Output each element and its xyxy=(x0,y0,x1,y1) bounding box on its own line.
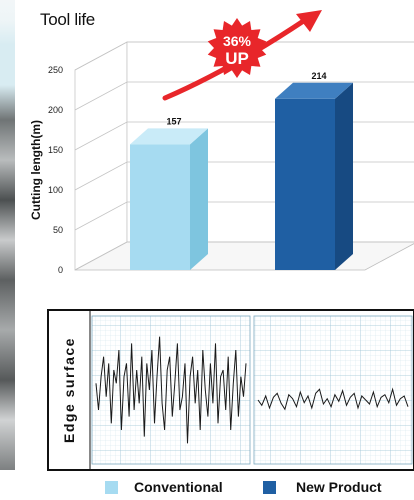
y-tick-label: 50 xyxy=(53,225,63,235)
legend-label-new-product: New Product xyxy=(296,479,382,495)
y-tick-label: 200 xyxy=(48,105,63,115)
y-tick-label: 150 xyxy=(48,145,63,155)
y-axis-label: Cutting length(m) xyxy=(29,120,43,220)
bar-value-label: 214 xyxy=(311,71,326,81)
profile-panel-grid xyxy=(253,315,413,465)
profile-series-line xyxy=(95,336,247,444)
legend-swatch-conventional xyxy=(105,481,118,494)
legend: Conventional New Product xyxy=(0,478,414,500)
gridline xyxy=(74,81,414,111)
chart-floor xyxy=(74,241,414,271)
y-tick-label: 100 xyxy=(48,185,63,195)
bar-top xyxy=(275,82,353,99)
bar-side xyxy=(335,82,353,270)
bar-side xyxy=(190,128,208,270)
bar xyxy=(275,98,335,270)
legend-swatch-new-product xyxy=(263,481,276,494)
chart-title: Tool life xyxy=(40,10,95,29)
legend-label-conventional: Conventional xyxy=(134,479,223,495)
badge-text: UP xyxy=(225,49,249,68)
chart-left-wall xyxy=(74,41,128,271)
bar-value-label: 157 xyxy=(166,116,181,126)
badge-percent: 36% xyxy=(223,33,252,49)
profile-series-line xyxy=(257,387,409,411)
y-tick-label: 250 xyxy=(48,65,63,75)
badge-starburst xyxy=(207,18,267,78)
y-tick-label: 0 xyxy=(58,265,63,275)
arrow-head xyxy=(296,10,322,32)
bar xyxy=(130,144,190,270)
bar-top xyxy=(130,128,208,145)
background-photo-strip xyxy=(0,0,15,470)
profile-axis-label: Edge surface xyxy=(61,337,77,443)
gridline xyxy=(74,41,414,71)
